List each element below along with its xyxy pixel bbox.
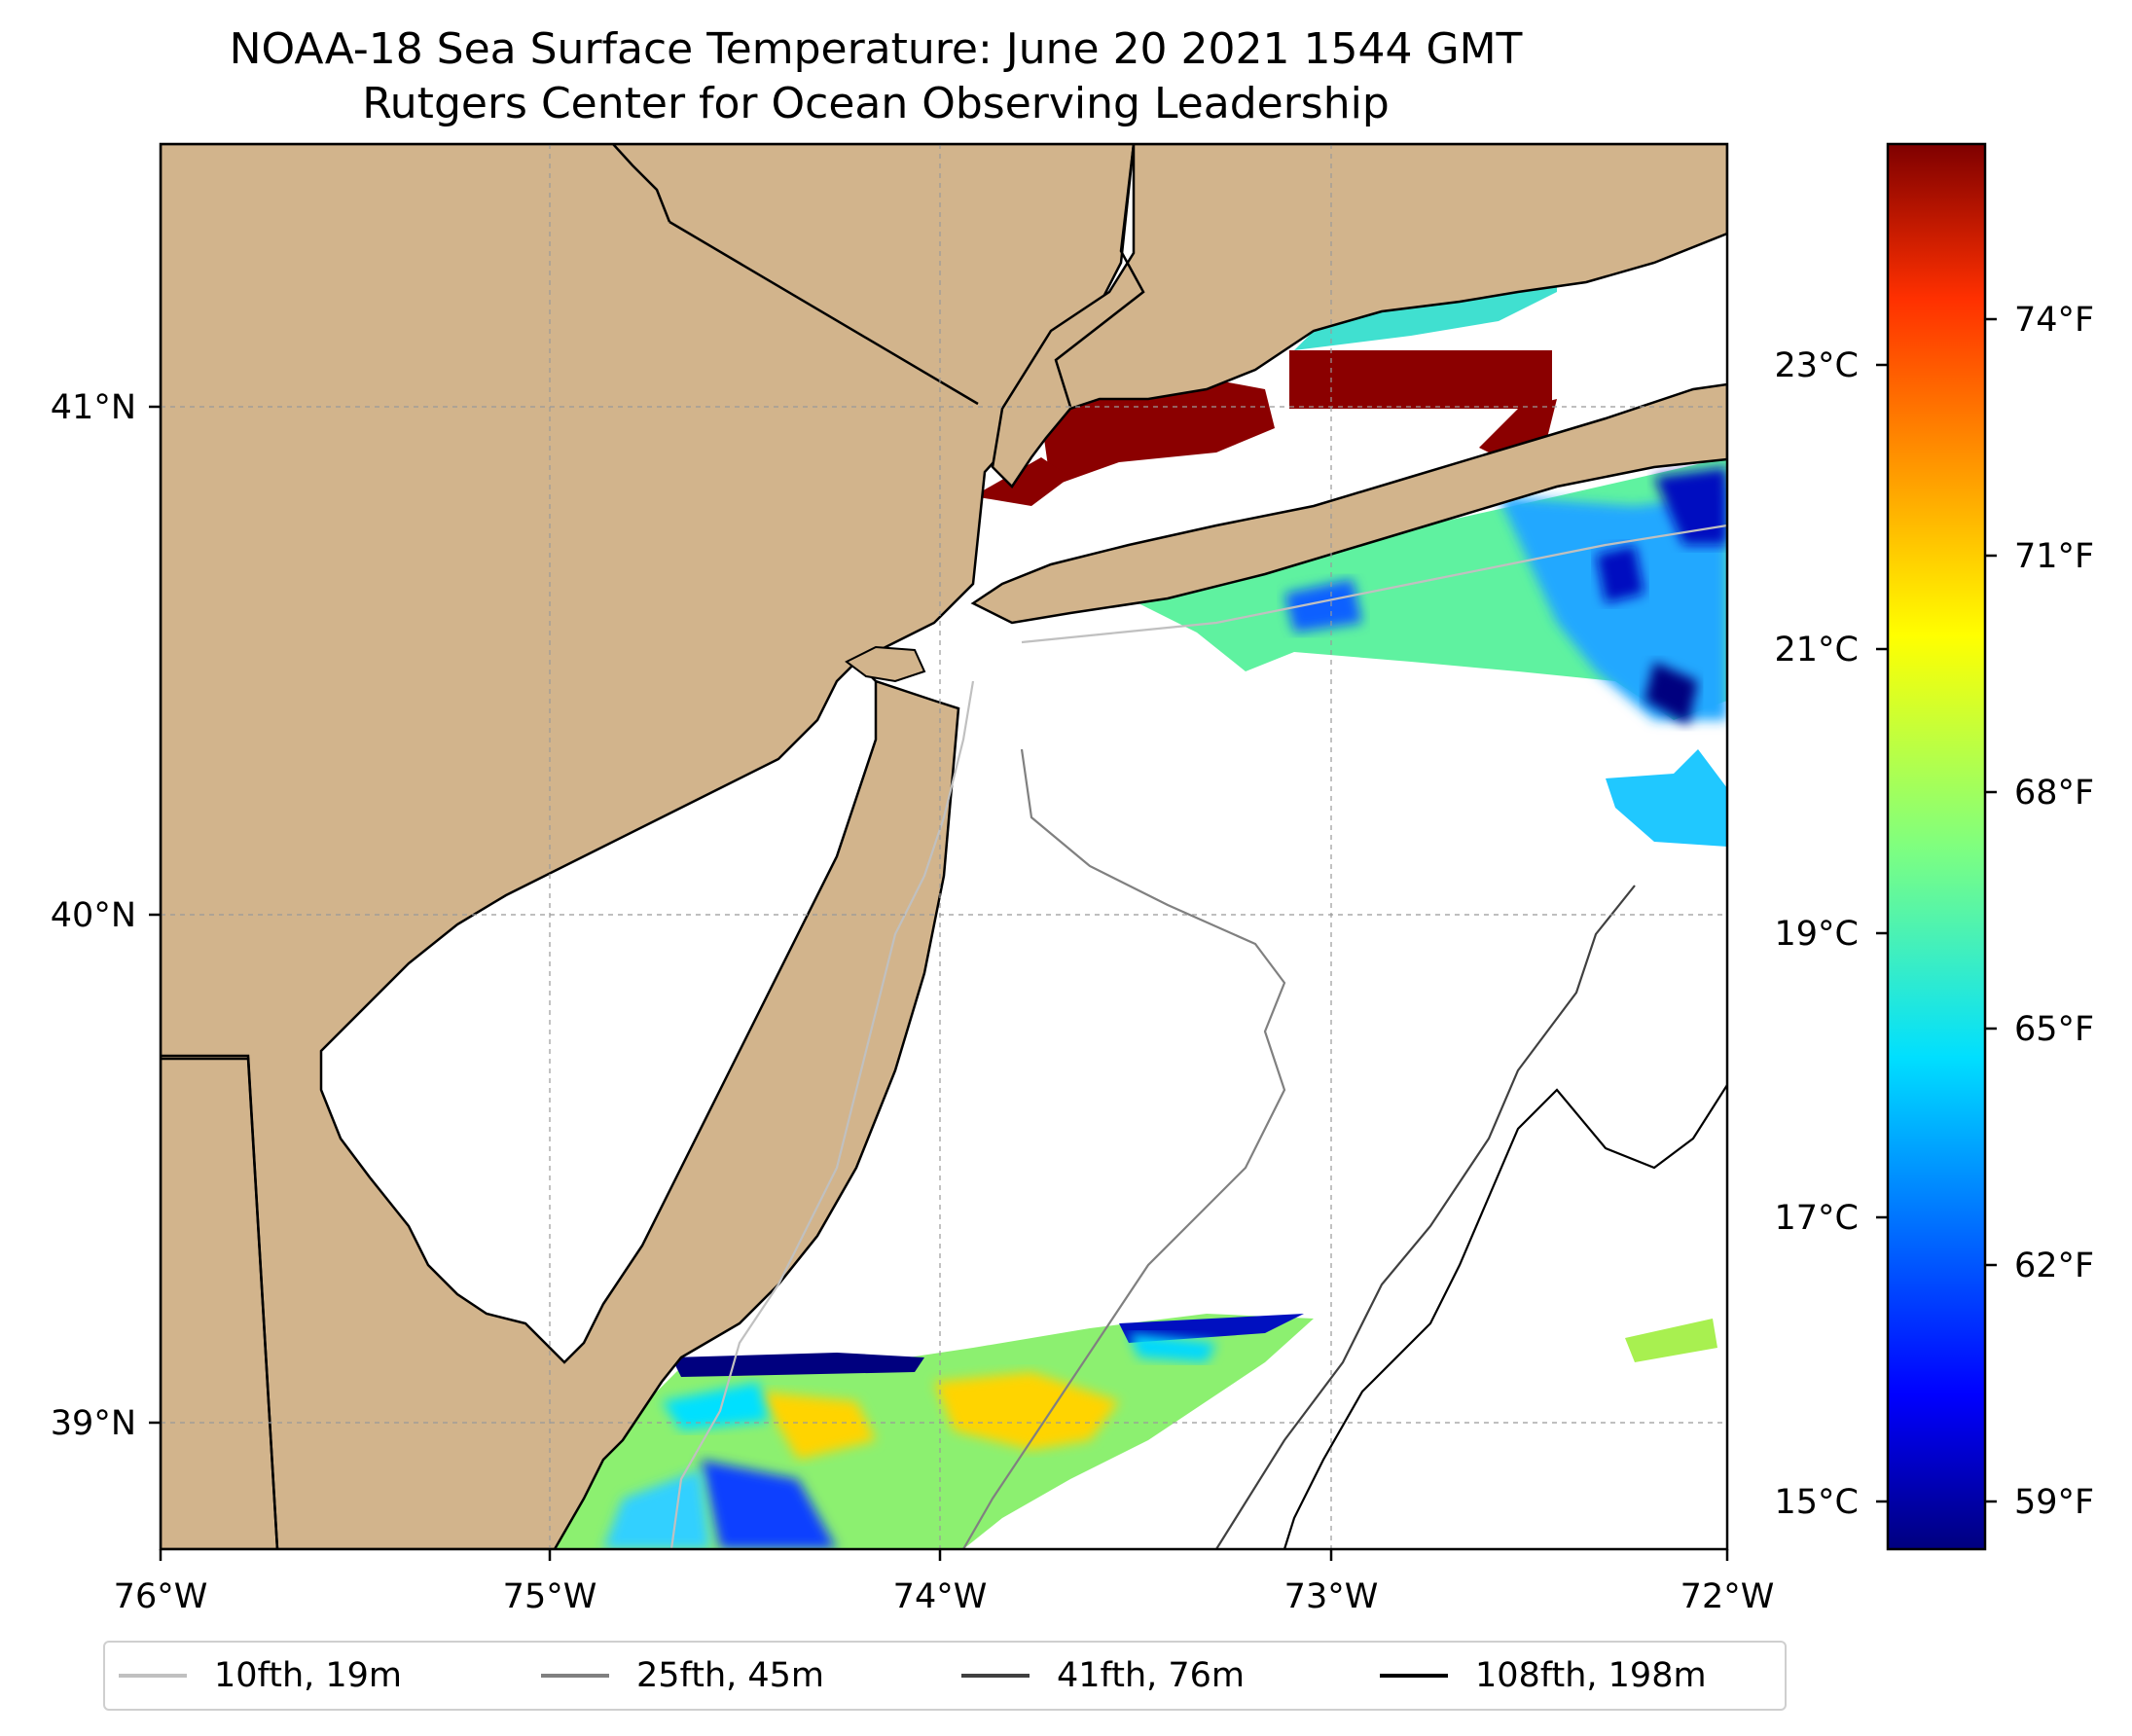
map-grid [161,144,1727,1549]
colorbar-celsius-label: 17°C [1775,1199,1859,1238]
x-tick-label: 74°W [893,1577,988,1616]
map-title-line2: Rutgers Center for Ocean Observing Leade… [362,79,1390,128]
legend-line-swatch [119,1674,187,1678]
legend-label: 108fth, 198m [1475,1656,1707,1695]
map-frame [159,142,1729,1551]
x-tick-label: 72°W [1680,1577,1775,1616]
legend-item: 25fth, 45m [541,1643,824,1709]
colorbar-fahrenheit-label: 68°F [2014,774,2094,813]
legend-line-swatch [1380,1674,1448,1678]
colorbar-ticks [1876,317,1997,1503]
x-tick-label: 73°W [1284,1577,1379,1616]
x-tick-labels: 76°W 75°W 74°W 73°W 72°W [114,1577,1775,1616]
colorbar-celsius-label: 21°C [1775,631,1859,669]
map-ticks [149,405,1729,1561]
legend-item: 41fth, 76m [961,1643,1245,1709]
colorbar-celsius-label: 15°C [1775,1483,1859,1522]
colorbar-gradient [1886,142,1987,1551]
y-tick-label: 41°N [51,388,136,427]
legend-item: 108fth, 198m [1380,1643,1707,1709]
colorbar: 23°C 21°C 19°C 17°C 15°C 74°F 71°F 68°F … [1775,142,2094,1551]
land-layer [161,144,1727,1549]
legend-label: 10fth, 19m [214,1656,403,1695]
map-title-line1: NOAA-18 Sea Surface Temperature: June 20… [229,24,1523,74]
y-tick-label: 39°N [51,1404,136,1443]
x-tick-label: 76°W [114,1577,208,1616]
colorbar-celsius-label: 23°C [1775,346,1859,385]
map-panel [161,144,1727,1549]
colorbar-celsius-label: 19°C [1775,915,1859,954]
sst-data-layer [428,258,1727,1549]
legend-label: 25fth, 45m [636,1656,825,1695]
y-tick-labels: 41°N 40°N 39°N [51,388,136,1443]
colorbar-fahrenheit-label: 74°F [2014,301,2094,340]
isobath-legend: 10fth, 19m 25fth, 45m 41fth, 76m 108fth,… [103,1641,1787,1711]
x-tick-label: 75°W [503,1577,597,1616]
colorbar-fahrenheit-label: 65°F [2014,1010,2094,1049]
legend-line-swatch [961,1674,1030,1678]
warm-patch-sound [1289,350,1552,409]
state-borders [161,144,1145,1549]
colorbar-fahrenheit-label: 71°F [2014,537,2094,576]
colorbar-fahrenheit-label: 62°F [2014,1247,2094,1285]
legend-line-swatch [541,1674,609,1678]
y-tick-label: 40°N [51,896,136,935]
legend-label: 41fth, 76m [1057,1656,1246,1695]
colorbar-fahrenheit-label: 59°F [2014,1483,2094,1522]
legend-item: 10fth, 19m [119,1643,402,1709]
isobath-contours [669,524,1727,1549]
